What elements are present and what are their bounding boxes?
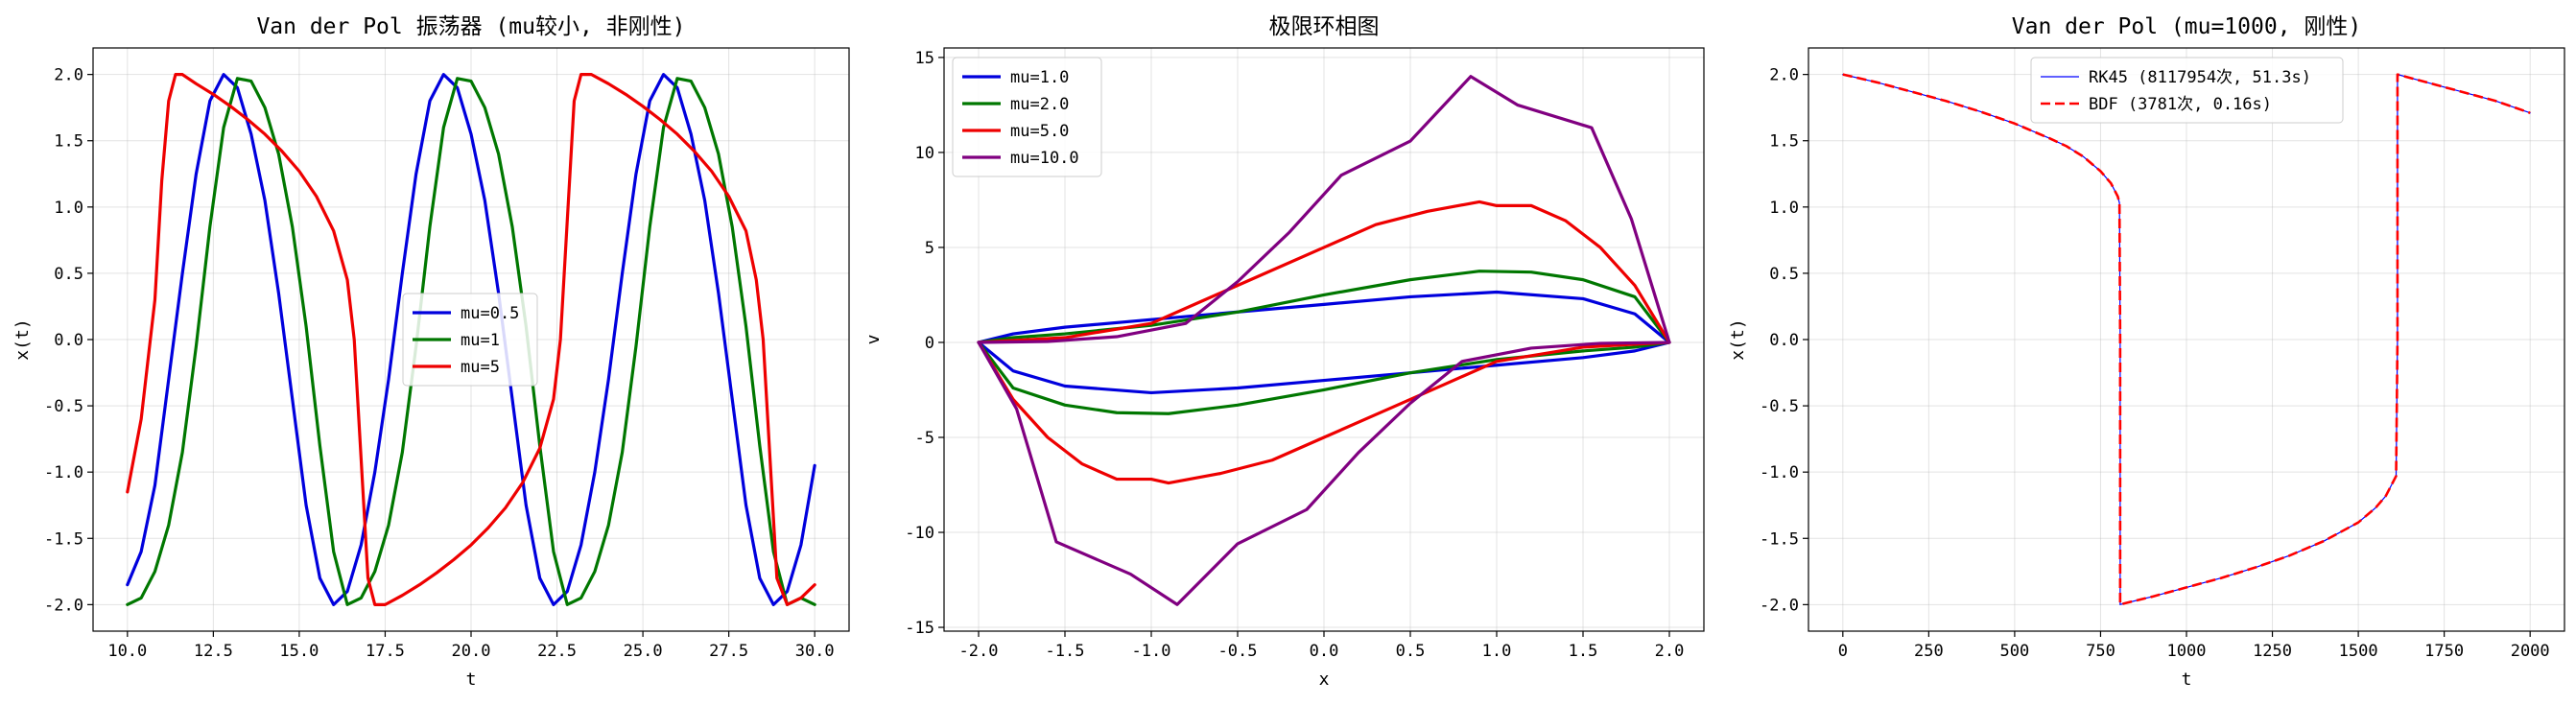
y-tick-label: -1.5 <box>1760 529 1799 549</box>
y-tick-label: -0.5 <box>44 397 83 416</box>
x-axis-label: t <box>2182 670 2192 690</box>
y-tick-label: -15 <box>905 619 934 638</box>
y-axis-label: x(t) <box>12 318 33 360</box>
x-tick-label: 1000 <box>2167 642 2207 661</box>
legend: mu=0.5 mu=1 mu=5 <box>402 293 538 387</box>
y-tick-label: 0.5 <box>54 265 83 284</box>
legend-label: mu=5 <box>461 358 500 377</box>
x-tick-label: 500 <box>2000 642 2030 661</box>
x-tick-label: 250 <box>1914 642 1944 661</box>
legend-box <box>2030 57 2344 124</box>
legend-label: mu=5.0 <box>1010 122 1069 141</box>
legend: mu=1.0 mu=2.0 mu=5.0 mu=10.0 <box>952 57 1102 177</box>
series-line-1 <box>1842 73 2531 606</box>
y-tick-label: 0 <box>925 334 934 353</box>
y-tick-label: -1.5 <box>44 529 83 549</box>
x-tick-label: -1.5 <box>1046 642 1085 661</box>
series-line-0 <box>126 73 816 606</box>
y-tick-label: -5 <box>915 429 934 448</box>
series-line-3 <box>977 75 1671 606</box>
x-tick-label: 750 <box>2086 642 2115 661</box>
x-tick-label: 25.0 <box>624 642 663 661</box>
chart-title: Van der Pol 振荡器 (mu较小, 非刚性) <box>256 14 685 39</box>
x-tick-label: 12.5 <box>194 642 233 661</box>
x-tick-label: 2000 <box>2511 642 2550 661</box>
x-tick-label: 27.5 <box>709 642 748 661</box>
series-line-2 <box>126 73 816 606</box>
panel-limit-cycle-phase: -2.0 -1.5 -1.0 -0.5 0.0 0.5 1.0 1.5 2.0 -15 -10 -5 0… <box>863 14 1705 690</box>
legend-label: mu=1.0 <box>1010 68 1069 87</box>
y-axis-label: v <box>863 335 884 345</box>
y-tick-label: 2.0 <box>1769 66 1799 85</box>
x-tick-label: 0 <box>1838 642 1848 661</box>
chart-title: Van der Pol (mu=1000, 刚性) <box>2012 14 2362 39</box>
y-tick-label: -1.0 <box>44 463 83 482</box>
y-tick-label: 1.5 <box>54 132 83 152</box>
series-group <box>1842 73 2531 606</box>
y-tick-label: -0.5 <box>1760 397 1799 416</box>
panel-stiff-comparison: 0 250 500 750 1000 1250 1500 1750 2000 -2.0 -1.5 -1… <box>1728 14 2565 690</box>
y-tick-label: 1.0 <box>1769 199 1799 218</box>
y-tick-label: 5 <box>925 239 934 258</box>
x-tick-label: 17.5 <box>366 642 405 661</box>
legend-label: mu=1 <box>461 331 500 350</box>
y-tick-label: 2.0 <box>54 66 83 85</box>
y-tick-label: 0.0 <box>1769 331 1799 350</box>
legend-label: mu=0.5 <box>461 304 519 323</box>
legend-label: BDF (3781次, 0.16s) <box>2089 95 2272 114</box>
x-tick-label: 22.5 <box>537 642 577 661</box>
x-tick-label: 2.0 <box>1655 642 1685 661</box>
x-tick-label: -1.0 <box>1132 642 1171 661</box>
x-tick-label: 1.0 <box>1482 642 1512 661</box>
x-tick-label: 1250 <box>2253 642 2292 661</box>
x-tick-label: -2.0 <box>959 642 999 661</box>
series-group <box>126 73 816 606</box>
x-tick-label: 1.5 <box>1569 642 1598 661</box>
x-axis-label: t <box>466 670 477 690</box>
y-tick-label: 0.5 <box>1769 265 1799 284</box>
x-tick-label: 10.0 <box>107 642 147 661</box>
legend-label: RK45 (8117954次, 51.3s) <box>2089 68 2311 87</box>
legend-label: mu=2.0 <box>1010 95 1069 114</box>
legend: RK45 (8117954次, 51.3s) BDF (3781次, 0.16s) <box>2030 57 2344 124</box>
y-axis-label: x(t) <box>1728 318 1748 360</box>
y-tick-label: -1.0 <box>1760 463 1799 482</box>
panel-oscillator-time-series: 10.0 12.5 15.0 17.5 20.0 22.5 25.0 27.5 30.0 -2.0… <box>12 14 850 690</box>
legend-box <box>952 57 1102 177</box>
y-tick-label: -10 <box>905 524 934 543</box>
x-tick-label: 15.0 <box>279 642 319 661</box>
y-tick-label: -2.0 <box>44 596 83 615</box>
y-tick-label: 0.0 <box>54 331 83 350</box>
y-tick-label: 1.5 <box>1769 132 1799 152</box>
x-tick-label: 0.0 <box>1310 642 1339 661</box>
legend-label: mu=10.0 <box>1010 149 1079 168</box>
legend-box <box>402 293 538 387</box>
x-tick-label: -0.5 <box>1218 642 1258 661</box>
series-group <box>977 75 1671 606</box>
y-tick-label: 1.0 <box>54 199 83 218</box>
x-tick-label: 1500 <box>2339 642 2378 661</box>
y-tick-label: 10 <box>915 144 934 163</box>
x-tick-label: 20.0 <box>452 642 491 661</box>
x-tick-label: 0.5 <box>1396 642 1426 661</box>
x-axis-label: x <box>1319 670 1330 690</box>
series-line-1 <box>126 77 816 606</box>
x-tick-label: 1750 <box>2424 642 2464 661</box>
y-tick-label: 15 <box>915 49 934 68</box>
x-tick-label: 30.0 <box>795 642 835 661</box>
y-tick-label: -2.0 <box>1760 596 1799 615</box>
chart-title: 极限环相图 <box>1269 14 1380 39</box>
